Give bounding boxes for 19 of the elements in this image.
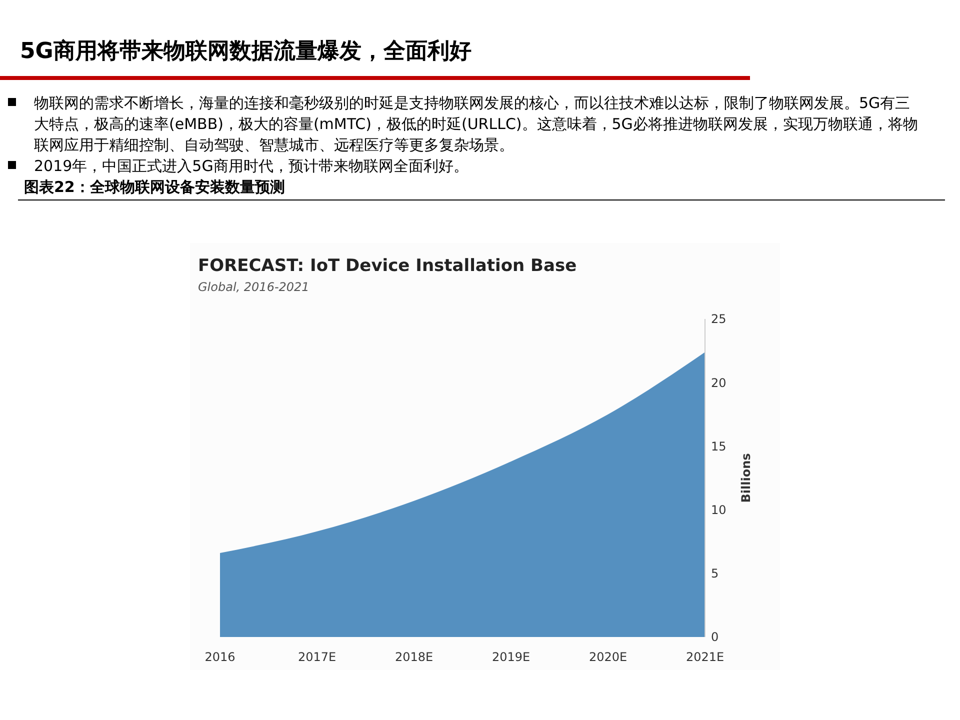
text: 5G商用将带来物联网数据流量爆发，全面利好 <box>20 38 472 64</box>
chart-title: FORECAST: IoT Device Installation Base <box>198 256 577 276</box>
y-tick-label: 25 <box>711 312 726 326</box>
x-tick-label: 2017E <box>298 650 336 664</box>
x-tick-label: 2020E <box>588 650 628 664</box>
x-tick-label: 2018E <box>394 650 434 664</box>
y-tick-label: 0 <box>711 630 719 644</box>
text: 图表22：全球物联网设备安装数量预测 <box>24 178 285 196</box>
y-tick-label: 5 <box>711 566 719 581</box>
chart-subtitle: Global, 2016-2021 <box>198 280 310 294</box>
y-tick-label: 15 <box>711 439 726 454</box>
y-tick-label: 10 <box>711 503 726 517</box>
text: 物联网的需求不断增长，海量的连接和毫秒级别的时延是支持物联网发展的核心，而以往技术难以达标，限制了物联网发展。5G有三大特点，极高的速率(eMBB)，极大的容量(mMTC)，极低的时延(URLLC)。这意味着，5G必将推进物联网发展，实现万物联通，将物联网应用于精细控制、自动驾驶、智慧城市、远程医疗等更多复杂场景。 <box>34 94 918 154</box>
x-tick-label: 2021E <box>686 650 724 664</box>
x-tick-label: 2016 <box>204 650 236 664</box>
y-tick-label: 20 <box>711 376 726 390</box>
x-tick-label: 2019E <box>492 650 530 664</box>
y-axis-title: Billions <box>739 453 753 503</box>
text: 2019年，中国正式进入5G商用时代，预计带来物联网全面利好。 <box>34 157 468 175</box>
